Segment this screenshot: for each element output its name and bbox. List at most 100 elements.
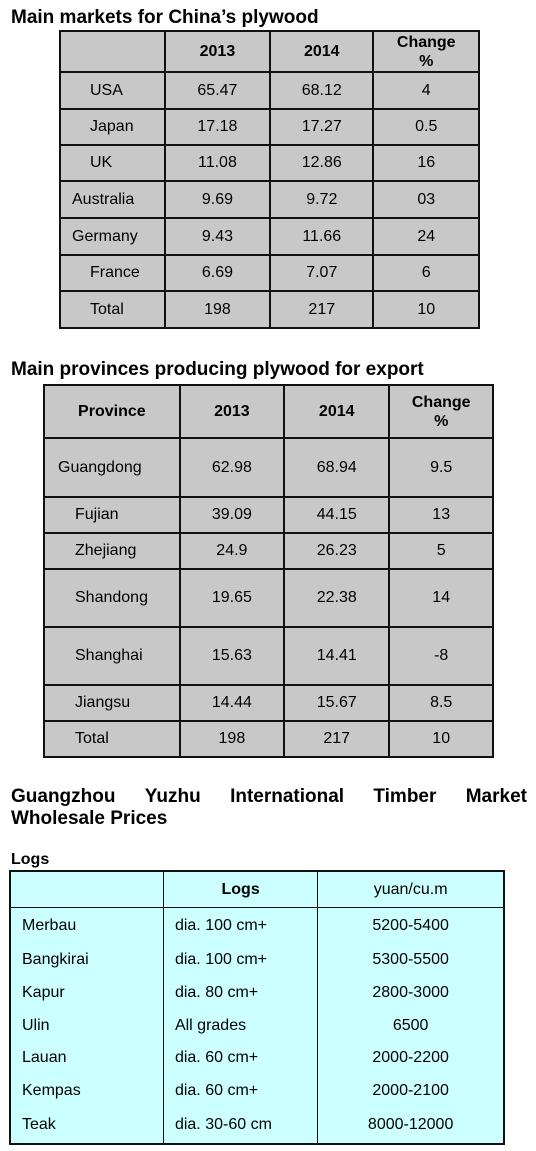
market-name: Japan <box>59 108 166 146</box>
title-word: Market <box>465 786 527 807</box>
value-2014: 217 <box>269 290 375 329</box>
market-name: USA <box>59 71 166 110</box>
value-change: 4 <box>372 71 480 110</box>
province-name: Fujian <box>43 496 181 534</box>
guangzhou-title: Guangzhou Yuzhu International Timber Mar… <box>11 786 527 808</box>
market-name: Germany <box>59 217 166 256</box>
table-row: Japan 17.18 17.27 0.5 <box>59 108 480 146</box>
species-name: Kempas <box>9 1074 164 1108</box>
value-change: 03 <box>372 180 480 219</box>
species-name: Lauan <box>9 1041 164 1075</box>
provinces-header-2014: 2014 <box>283 384 391 439</box>
logs-table: Logs yuan/cu.m Merbau dia. 100 cm+ 5200-… <box>9 870 505 1145</box>
value-change: 10 <box>388 720 494 758</box>
value-2013: 9.69 <box>163 180 272 219</box>
table-row-total: Total 198 217 10 <box>59 290 480 329</box>
value-2013: 9.43 <box>163 217 272 256</box>
market-name: UK <box>59 144 166 182</box>
table-row: Australia 9.69 9.72 03 <box>59 180 480 219</box>
value-change: 14 <box>388 568 494 628</box>
table-row: Merbau dia. 100 cm+ 5200-5400 <box>9 907 505 944</box>
log-price: 2800-3000 <box>317 976 505 1010</box>
log-spec: dia. 60 cm+ <box>162 1074 319 1108</box>
log-price: 2000-2200 <box>317 1041 505 1075</box>
table-row: Shanghai 15.63 14.41 -8 <box>43 626 494 686</box>
log-price: 5300-5500 <box>317 943 505 977</box>
log-price: 2000-2100 <box>317 1074 505 1108</box>
title-word: Timber <box>373 786 437 807</box>
log-spec: All grades <box>162 1009 319 1042</box>
markets-table: 2013 2014 Change % USA 65.47 68.12 4 Jap… <box>59 30 480 329</box>
provinces-header-2013: 2013 <box>178 384 286 439</box>
table-row: Ulin All grades 6500 <box>9 1009 505 1042</box>
markets-title: Main markets for China’s plywood <box>11 7 319 28</box>
markets-header-change: Change % <box>372 30 480 73</box>
table-row: USA 65.47 68.12 4 <box>59 71 480 110</box>
log-spec: dia. 80 cm+ <box>162 976 319 1010</box>
value-2013: 65.47 <box>163 71 272 110</box>
value-2014: 44.15 <box>283 496 391 534</box>
table-row: Germany 9.43 11.66 24 <box>59 217 480 256</box>
province-name: Guangdong <box>43 437 181 498</box>
value-2014: 9.72 <box>269 180 375 219</box>
value-change: 0.5 <box>372 108 480 146</box>
markets-header-2013: 2013 <box>163 30 272 73</box>
table-row: Lauan dia. 60 cm+ 2000-2200 <box>9 1041 505 1075</box>
table-row: Guangdong 62.98 68.94 9.5 <box>43 437 494 498</box>
guangzhou-subtitle: Wholesale Prices <box>11 808 168 829</box>
value-2013: 6.69 <box>163 254 272 292</box>
value-2013: 15.63 <box>178 626 286 686</box>
value-2014: 7.07 <box>269 254 375 292</box>
value-change: -8 <box>388 626 494 686</box>
log-price: 8000-12000 <box>317 1107 505 1144</box>
value-2013: 198 <box>163 290 272 329</box>
logs-header-row: Logs yuan/cu.m <box>9 871 505 908</box>
province-name: Zhejiang <box>43 532 181 570</box>
value-2014: 68.12 <box>269 71 375 110</box>
species-name: Merbau <box>9 907 164 944</box>
table-row: Zhejiang 24.9 26.23 5 <box>43 532 494 570</box>
logs-header-unit: yuan/cu.m <box>317 871 505 908</box>
value-change: 5 <box>388 532 494 570</box>
species-name: Bangkirai <box>9 943 164 977</box>
value-2014: 12.86 <box>269 144 375 182</box>
market-name: Australia <box>59 180 166 219</box>
markets-header-2014: 2014 <box>269 30 375 73</box>
province-name: Shandong <box>43 568 181 628</box>
species-name: Teak <box>9 1107 164 1144</box>
log-spec: dia. 30-60 cm <box>162 1107 319 1144</box>
table-row: France 6.69 7.07 6 <box>59 254 480 292</box>
value-change: 10 <box>372 290 480 329</box>
value-2014: 11.66 <box>269 217 375 256</box>
log-spec: dia. 100 cm+ <box>162 907 319 944</box>
title-word: Guangzhou <box>11 786 116 807</box>
table-row: Jiangsu 14.44 15.67 8.5 <box>43 684 494 722</box>
value-2013: 62.98 <box>178 437 286 498</box>
provinces-title: Main provinces producing plywood for exp… <box>11 359 424 380</box>
value-2014: 68.94 <box>283 437 391 498</box>
value-2014: 14.41 <box>283 626 391 686</box>
table-row: Kapur dia. 80 cm+ 2800-3000 <box>9 976 505 1010</box>
log-spec: dia. 100 cm+ <box>162 943 319 977</box>
value-change: 6 <box>372 254 480 292</box>
value-change: 8.5 <box>388 684 494 722</box>
value-2014: 17.27 <box>269 108 375 146</box>
table-row: UK 11.08 12.86 16 <box>59 144 480 182</box>
value-2014: 22.38 <box>283 568 391 628</box>
table-row-total: Total 198 217 10 <box>43 720 494 758</box>
logs-header-logs: Logs <box>162 871 319 908</box>
value-2014: 217 <box>283 720 391 758</box>
title-word: International <box>230 786 345 807</box>
value-2013: 19.65 <box>178 568 286 628</box>
value-change: 16 <box>372 144 480 182</box>
provinces-header-province: Province <box>43 384 181 439</box>
value-2013: 11.08 <box>163 144 272 182</box>
province-name: Shanghai <box>43 626 181 686</box>
market-name: France <box>59 254 166 292</box>
logs-label: Logs <box>11 851 50 868</box>
value-2013: 14.44 <box>178 684 286 722</box>
value-2014: 26.23 <box>283 532 391 570</box>
value-change: 24 <box>372 217 480 256</box>
table-row: Shandong 19.65 22.38 14 <box>43 568 494 628</box>
value-2013: 39.09 <box>178 496 286 534</box>
